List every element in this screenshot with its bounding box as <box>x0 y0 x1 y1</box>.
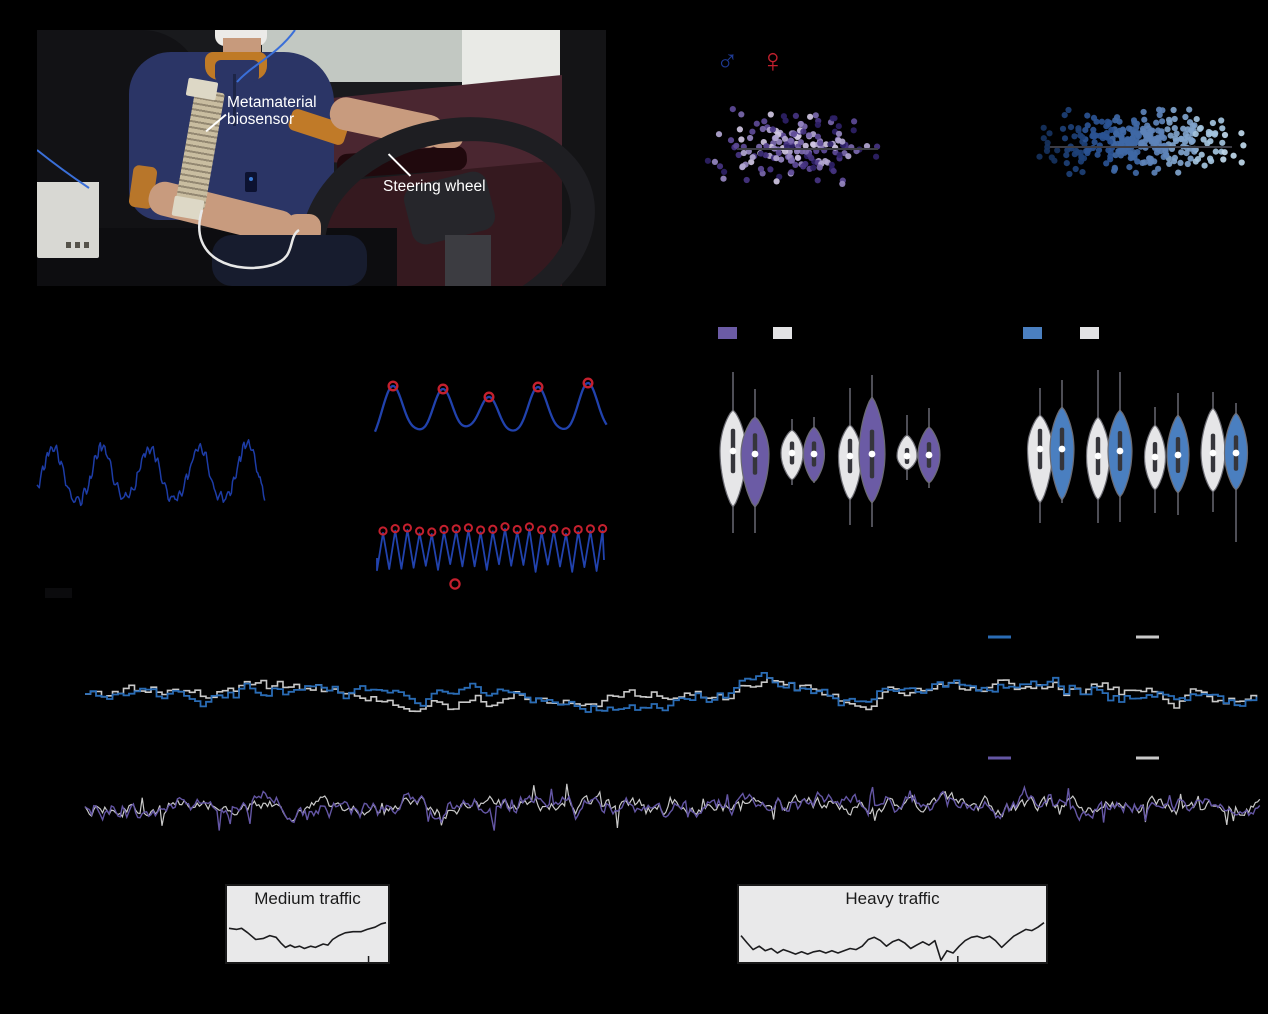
biosensor-label-line2: biosensor <box>227 111 295 129</box>
car-photo-panel: Metamaterial biosensor Steering wheel <box>37 30 606 286</box>
chest-device <box>245 172 257 192</box>
scatter-plot-blue <box>1036 106 1247 178</box>
scale-bar <box>45 588 72 598</box>
door-frame <box>560 30 606 286</box>
steering-label: Steering wheel <box>383 178 486 195</box>
raw-signal-plot <box>36 439 266 507</box>
scatter-plot-purple <box>704 106 881 187</box>
heavy-traffic-inset: Heavy traffic <box>737 884 1048 964</box>
shirt-collar-inner <box>215 60 259 82</box>
violin-plot-blue <box>1023 327 1249 542</box>
heart-rate-series-plot <box>85 635 1258 713</box>
driver-legs <box>212 235 367 286</box>
medium-traffic-title: Medium traffic <box>254 889 361 908</box>
female-symbol: ♀ <box>760 42 786 80</box>
violin-plot-purple <box>718 327 941 533</box>
biosensor-label-line1: Metamaterial <box>227 94 317 111</box>
heavy-traffic-title: Heavy traffic <box>845 889 940 908</box>
medium-traffic-inset: Medium traffic <box>225 884 390 964</box>
driver-right-hand <box>429 122 463 148</box>
steering-column <box>445 235 491 286</box>
sensor-wires <box>37 30 300 270</box>
readout-box <box>37 182 99 258</box>
biosensor-label: Metamaterial biosensor <box>227 94 317 128</box>
breathing-series-plot <box>84 756 1261 831</box>
respiration-peaks-plot <box>373 377 608 433</box>
shirt-placket <box>233 74 236 126</box>
steering-label-text: Steering wheel <box>383 178 486 195</box>
male-symbol: ♂ <box>716 44 739 77</box>
heartbeat-peaks-plot <box>376 522 608 590</box>
